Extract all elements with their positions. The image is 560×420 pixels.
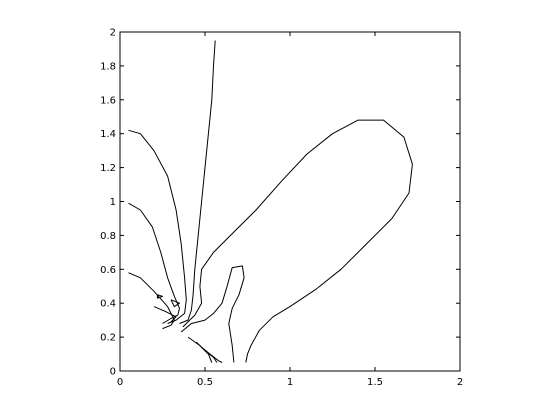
contour-line-10	[201, 346, 223, 363]
x-tick-label: 2	[457, 377, 463, 388]
contour-line-6	[170, 299, 180, 308]
y-tick-label: 1.6	[100, 95, 116, 106]
contour-line-5	[156, 294, 163, 299]
contour-line-2	[128, 129, 187, 324]
y-tick-label: 1.4	[100, 129, 116, 140]
x-tick-label: 1.5	[367, 377, 383, 388]
x-tick-label: 0	[117, 377, 123, 388]
tick-group: 0 0.5 1 1.5 2 0 0.2 0.4 0.6 0.8 1 1.2 1.4 1.6 1.8 2	[100, 28, 463, 389]
y-tick-label: 1	[110, 197, 116, 208]
y-tick-label: 0	[110, 367, 116, 378]
contour-line-9	[196, 341, 218, 363]
x-tick-label: 1	[287, 377, 293, 388]
y-tick-label: 0.8	[100, 231, 116, 242]
y-tick-label: 1.8	[100, 61, 116, 72]
plot-frame	[119, 31, 461, 372]
contour-lines	[128, 40, 413, 363]
y-tick-label: 0.6	[100, 265, 116, 276]
y-tick-label: 1.2	[100, 163, 116, 174]
x-tick-label: 0.5	[197, 377, 213, 388]
contour-line-3	[128, 202, 180, 324]
contour-line-8	[187, 336, 213, 363]
contour-line-11	[180, 265, 245, 363]
contour-line-1	[179, 40, 216, 324]
y-tick-label: 0.4	[100, 299, 116, 310]
contour-line-4	[128, 272, 175, 330]
contour-line-12	[182, 119, 413, 363]
y-tick-label: 2	[110, 28, 116, 39]
contour-line-7	[153, 306, 177, 323]
y-tick-label: 0.2	[100, 333, 116, 344]
